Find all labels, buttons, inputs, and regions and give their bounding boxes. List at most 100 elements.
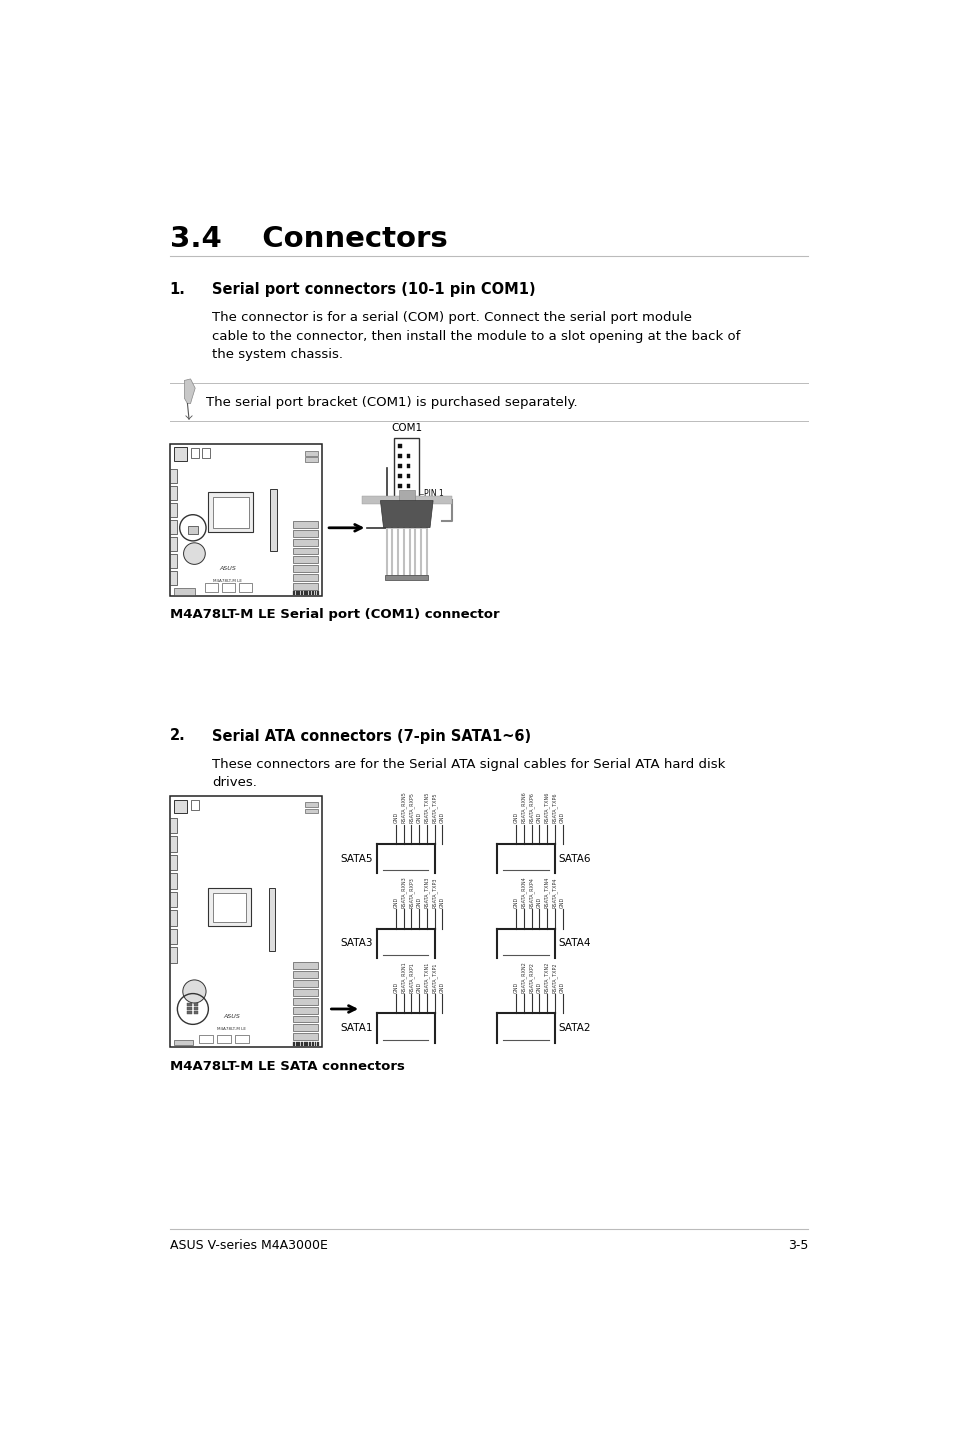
Text: RSATA_RXN1: RSATA_RXN1	[400, 961, 406, 992]
Bar	[293, 574, 317, 581]
Text: COM1: COM1	[391, 423, 422, 433]
Bar	[406, 454, 410, 457]
Bar	[293, 565, 317, 572]
Bar	[170, 837, 177, 851]
Text: ASUS: ASUS	[219, 567, 236, 571]
Text: 3.4    Connectors: 3.4 Connectors	[170, 224, 447, 253]
Bar	[293, 548, 317, 555]
Text: SATA5: SATA5	[340, 854, 373, 864]
Bar	[170, 854, 177, 870]
Text: GND: GND	[416, 981, 421, 992]
Bar	[208, 887, 251, 926]
Text: M4A78LT-M LE: M4A78LT-M LE	[217, 1027, 246, 1031]
Text: M4A78LT-M LE SATA connectors: M4A78LT-M LE SATA connectors	[170, 1060, 404, 1073]
Bar	[295, 1041, 297, 1045]
Bar	[173, 800, 187, 814]
Bar	[170, 948, 177, 962]
Bar	[293, 1024, 317, 1031]
Text: SATA6: SATA6	[558, 854, 591, 864]
Text: RSATA_RXP5: RSATA_RXP5	[408, 792, 414, 823]
Text: RSATA_RXP2: RSATA_RXP2	[528, 962, 534, 992]
Bar	[199, 1035, 213, 1043]
Bar	[298, 591, 300, 595]
Bar	[397, 464, 401, 467]
Text: The connector is for a serial (COM) port. Connect the serial port module
cable t: The connector is for a serial (COM) port…	[212, 311, 740, 361]
Text: GND: GND	[416, 897, 421, 907]
Text: Serial port connectors (10-1 pin COM1): Serial port connectors (10-1 pin COM1)	[212, 282, 536, 296]
Bar	[317, 1041, 319, 1045]
Bar	[173, 1040, 193, 1045]
Bar	[204, 582, 217, 592]
Text: RSATA_RXP6: RSATA_RXP6	[528, 792, 534, 823]
Text: RSATA_TXP4: RSATA_TXP4	[552, 877, 558, 907]
Text: GND: GND	[439, 981, 444, 992]
Text: RSATA_RXN4: RSATA_RXN4	[520, 876, 526, 907]
Bar	[213, 498, 249, 528]
Bar	[170, 503, 177, 516]
Bar	[293, 971, 317, 978]
Bar	[170, 929, 177, 945]
Text: RSATA_RXN5: RSATA_RXN5	[400, 791, 406, 823]
Bar	[306, 1041, 308, 1045]
Bar	[305, 452, 317, 456]
Text: M4A78LT-M LE Serial port (COM1) connector: M4A78LT-M LE Serial port (COM1) connecto…	[170, 608, 498, 621]
Bar	[234, 1035, 249, 1043]
Bar	[192, 449, 199, 459]
Circle shape	[183, 979, 206, 1004]
Bar	[170, 469, 177, 483]
Bar	[406, 464, 410, 467]
Bar	[293, 1007, 317, 1014]
Text: RSATA_RXP4: RSATA_RXP4	[528, 877, 534, 907]
Bar	[312, 1041, 314, 1045]
Bar	[293, 582, 317, 590]
Text: GND: GND	[513, 897, 518, 907]
Text: GND: GND	[537, 981, 541, 992]
Text: RSATA_RXN2: RSATA_RXN2	[520, 961, 526, 992]
Text: RSATA_TXN4: RSATA_TXN4	[543, 877, 549, 907]
Bar	[397, 444, 401, 447]
Text: SATA2: SATA2	[558, 1022, 591, 1032]
Bar	[305, 457, 317, 462]
Text: GND: GND	[559, 981, 564, 992]
Bar	[170, 519, 177, 533]
Text: ASUS V-series M4A3000E: ASUS V-series M4A3000E	[170, 1240, 327, 1252]
Text: Serial ATA connectors (7-pin SATA1~6): Serial ATA connectors (7-pin SATA1~6)	[212, 729, 531, 743]
Bar	[314, 591, 316, 595]
Bar	[293, 521, 317, 528]
Bar	[314, 1041, 316, 1045]
Bar	[406, 475, 410, 477]
Bar	[170, 536, 177, 551]
Text: GND: GND	[559, 897, 564, 907]
Bar	[187, 1002, 192, 1007]
Bar	[238, 582, 252, 592]
Bar	[208, 492, 253, 532]
Text: RSATA_RXP1: RSATA_RXP1	[408, 962, 414, 992]
Bar	[170, 910, 177, 926]
Bar	[170, 873, 177, 889]
Bar	[397, 454, 401, 457]
Bar	[187, 1007, 192, 1009]
Bar	[312, 591, 314, 595]
Bar	[269, 889, 274, 952]
Text: RSATA_TXP5: RSATA_TXP5	[432, 792, 437, 823]
Text: SATA3: SATA3	[340, 939, 373, 948]
Bar	[293, 1015, 317, 1022]
Bar	[293, 998, 317, 1005]
Text: PIN 1: PIN 1	[423, 489, 443, 498]
Text: GND: GND	[513, 981, 518, 992]
Bar	[173, 447, 187, 462]
Text: RSATA_TXP2: RSATA_TXP2	[552, 962, 558, 992]
Bar	[270, 489, 276, 551]
Bar	[221, 582, 234, 592]
Bar	[192, 800, 199, 810]
Bar	[293, 529, 317, 536]
Text: RSATA_TXN3: RSATA_TXN3	[424, 877, 429, 907]
Bar	[309, 1041, 311, 1045]
Bar	[298, 1041, 300, 1045]
Text: RSATA_RXP3: RSATA_RXP3	[408, 877, 414, 907]
Text: RSATA_RXN6: RSATA_RXN6	[520, 791, 526, 823]
Bar	[170, 571, 177, 584]
Bar	[394, 439, 418, 499]
Bar	[170, 892, 177, 907]
Text: RSATA_RXN3: RSATA_RXN3	[400, 876, 406, 907]
